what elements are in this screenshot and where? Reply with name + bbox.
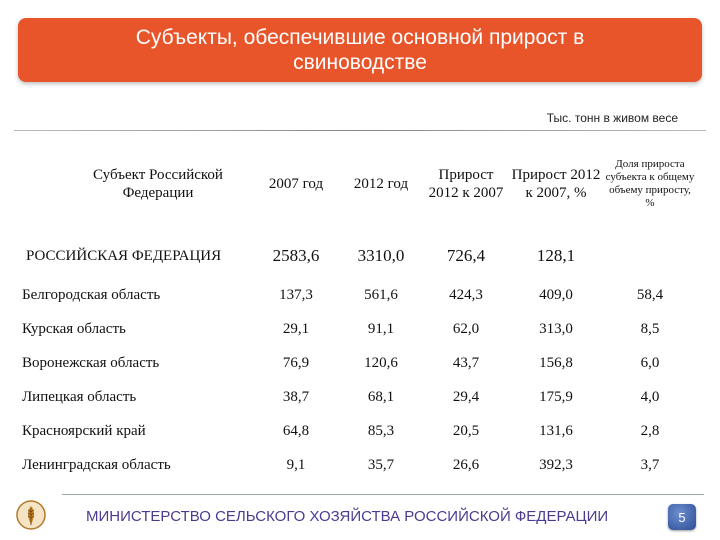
- footer-divider: [62, 494, 704, 495]
- value-growth: 43,7: [452, 354, 480, 371]
- table-row: Липецкая область 38,7 68,1 29,4 175,9 4,…: [22, 380, 696, 414]
- title-banner: Субъекты, обеспечившие основной прирост …: [18, 18, 702, 82]
- table-row: Курская область 29,1 91,1 62,0 313,0 8,5: [22, 312, 696, 346]
- value-2012: 35,7: [367, 456, 395, 473]
- value-2012: 120,6: [364, 354, 398, 371]
- header-growth-pct: Прирост 2012 к 2007, %: [511, 167, 601, 201]
- table-header-row: Субъект Российской Федерации 2007 год 20…: [22, 134, 696, 234]
- value-2012: 561,6: [364, 286, 398, 303]
- slide-title: Субъекты, обеспечившие основной прирост …: [135, 26, 585, 74]
- pig-production-table: Субъект Российской Федерации 2007 год 20…: [22, 134, 696, 482]
- region-name: Белгородская область: [22, 286, 161, 303]
- value-growth-pct: 392,3: [539, 456, 573, 473]
- region-name: Курская область: [22, 320, 126, 337]
- value-growth: 26,6: [452, 456, 480, 473]
- table-row: Ленинградская область 9,1 35,7 26,6 392,…: [22, 448, 696, 482]
- value-share: 2,8: [640, 422, 660, 439]
- value-2007: 9,1: [286, 456, 306, 473]
- value-growth-pct: 409,0: [539, 286, 573, 303]
- value-growth: 424,3: [449, 286, 483, 303]
- header-growth: Прирост 2012 к 2007: [428, 167, 504, 201]
- value-share: 8,5: [640, 320, 660, 337]
- total-share: [604, 234, 696, 278]
- table-row: Красноярский край 64,8 85,3 20,5 131,6 2…: [22, 414, 696, 448]
- header-share: Доля прироста субъекта к общему объему п…: [605, 158, 695, 209]
- total-growth-pct: 128,1: [536, 246, 576, 265]
- header-divider: [14, 130, 706, 131]
- value-2007: 38,7: [282, 388, 310, 405]
- total-growth: 726,4: [446, 246, 486, 265]
- value-2007: 64,8: [282, 422, 310, 439]
- value-growth-pct: 313,0: [539, 320, 573, 337]
- value-growth: 62,0: [452, 320, 480, 337]
- region-name: Ленинградская область: [22, 456, 171, 473]
- value-2012: 85,3: [367, 422, 395, 439]
- header-2007: 2007 год: [268, 175, 324, 192]
- value-share: 4,0: [640, 388, 660, 405]
- value-share: 6,0: [640, 354, 660, 371]
- total-row: РОССИЙСКАЯ ФЕДЕРАЦИЯ 2583,6 3310,0 726,4…: [22, 234, 696, 278]
- header-subject: Субъект Российской Федерации: [93, 167, 223, 201]
- value-share: 58,4: [636, 286, 664, 303]
- value-2012: 68,1: [367, 388, 395, 405]
- value-growth: 20,5: [452, 422, 480, 439]
- table-row: Воронежская область 76,9 120,6 43,7 156,…: [22, 346, 696, 380]
- value-share: 3,7: [640, 456, 660, 473]
- value-growth-pct: 156,8: [539, 354, 573, 371]
- value-growth-pct: 131,6: [539, 422, 573, 439]
- region-name: Красноярский край: [22, 422, 146, 439]
- table-row: Белгородская область 137,3 561,6 424,3 4…: [22, 278, 696, 312]
- value-growth-pct: 175,9: [539, 388, 573, 405]
- total-2012: 3310,0: [357, 246, 405, 265]
- region-name: Воронежская область: [22, 354, 160, 371]
- total-name: РОССИЙСКАЯ ФЕДЕРАЦИЯ: [26, 247, 222, 264]
- value-growth: 29,4: [452, 388, 480, 405]
- page-number-badge: 5: [668, 504, 696, 530]
- total-2007: 2583,6: [272, 246, 320, 265]
- region-name: Липецкая область: [22, 388, 137, 405]
- units-label: Тыс. тонн в живом весе: [546, 111, 678, 125]
- value-2007: 76,9: [282, 354, 310, 371]
- value-2007: 29,1: [282, 320, 310, 337]
- header-2012: 2012 год: [353, 175, 409, 192]
- ministry-name: МИНИСТЕРСТВО СЕЛЬСКОГО ХОЗЯЙСТВА РОССИЙС…: [86, 508, 609, 525]
- value-2007: 137,3: [279, 286, 313, 303]
- wheat-emblem-icon: [16, 500, 46, 530]
- value-2012: 91,1: [367, 320, 395, 337]
